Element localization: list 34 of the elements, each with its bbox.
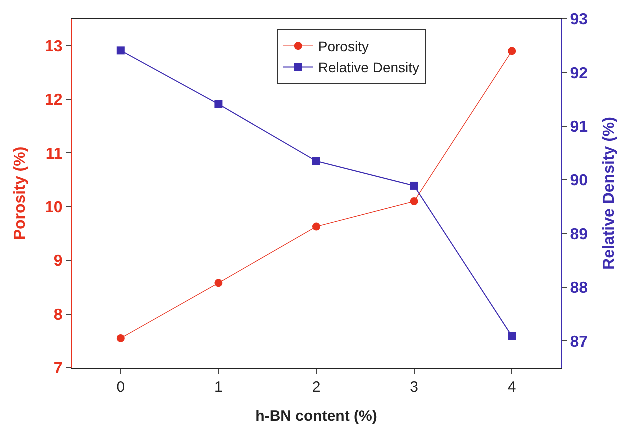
x-tick-label: 1 xyxy=(214,379,223,396)
y2-tick-label: 90 xyxy=(570,172,588,190)
point xyxy=(214,100,223,108)
x-tick-label: 2 xyxy=(312,379,321,396)
y2-axis-title: Relative Density (%) xyxy=(600,117,618,270)
y-tick-label: 9 xyxy=(54,253,63,270)
y2-tick-label: 88 xyxy=(570,280,588,298)
point xyxy=(116,334,125,342)
y-tick-label: 11 xyxy=(46,146,63,163)
y-tick-label: 12 xyxy=(45,92,63,110)
x-axis-title: h-BN content (%) xyxy=(256,408,378,425)
x-tick-label: 3 xyxy=(410,379,418,396)
y2-tick-label: 93 xyxy=(570,12,588,29)
y2-tick-label: 91 xyxy=(570,118,588,136)
point xyxy=(410,182,418,190)
x-tick-label: 4 xyxy=(508,379,516,396)
x-tick-label: 0 xyxy=(116,379,126,396)
y-tick-label: 13 xyxy=(45,38,63,56)
y-tick-label: 10 xyxy=(45,200,63,217)
y2-tick-label: 87 xyxy=(570,334,588,351)
y2-tick-label: 89 xyxy=(570,226,588,244)
point xyxy=(410,198,418,206)
point xyxy=(312,222,320,231)
point xyxy=(508,47,516,56)
point xyxy=(312,157,320,166)
point xyxy=(116,46,125,55)
y-axis-title: Porosity (%) xyxy=(12,146,29,240)
point xyxy=(508,332,516,340)
legend-label: Porosity xyxy=(318,38,369,55)
legend-label: Relative Density xyxy=(318,60,420,76)
y-tick-label: 8 xyxy=(54,306,63,324)
y-tick-label: 7 xyxy=(54,360,63,378)
point xyxy=(214,279,223,288)
y2-tick-label: 92 xyxy=(570,65,588,82)
